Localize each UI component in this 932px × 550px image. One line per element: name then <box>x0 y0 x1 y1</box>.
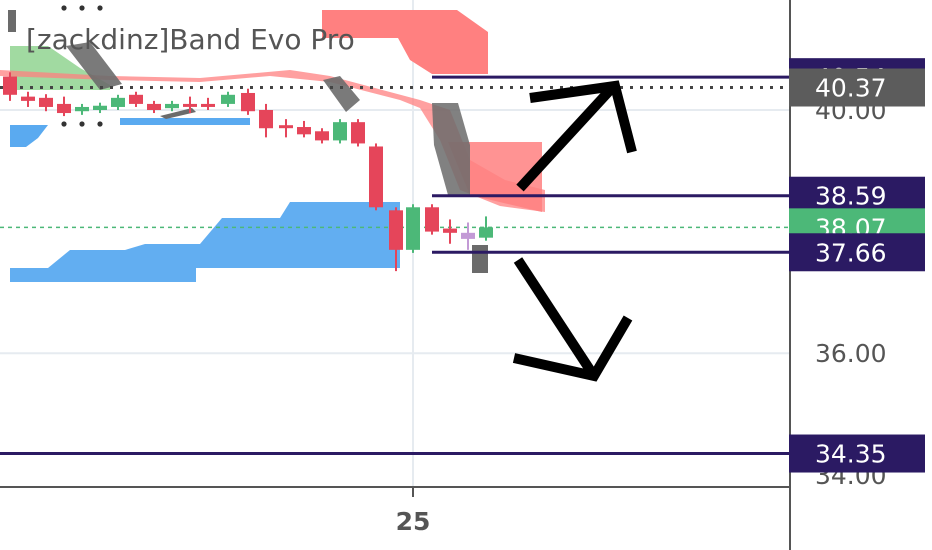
candle <box>406 204 420 253</box>
candle-body <box>165 103 179 109</box>
candle-body <box>129 94 143 104</box>
candle <box>425 204 439 235</box>
price-badge-box <box>789 68 925 107</box>
candle-body <box>111 97 125 107</box>
price-badge: 34.35 <box>789 434 925 473</box>
candle <box>443 219 457 244</box>
candle-body <box>333 122 347 141</box>
candle <box>93 102 107 114</box>
gray-marker <box>472 245 488 273</box>
marker-dot <box>97 121 103 127</box>
candle-body <box>259 110 273 129</box>
candle-body <box>351 122 365 144</box>
down-arrow-shaft <box>513 257 599 379</box>
up-arrow-shaft <box>516 84 616 192</box>
price-badge-label: 38.59 <box>815 182 887 211</box>
candle-body <box>369 146 383 208</box>
candle <box>129 91 143 107</box>
candle-body <box>241 92 255 112</box>
candle-body <box>3 76 17 95</box>
x-tick-label: 25 <box>396 507 431 536</box>
candle <box>259 103 273 138</box>
down-arrow-head <box>512 315 633 382</box>
candle <box>389 207 403 272</box>
price-badge: 40.37 <box>789 68 925 107</box>
candle-body <box>425 207 439 232</box>
candle-body <box>57 103 71 114</box>
candle <box>221 91 235 107</box>
candle-body <box>279 125 293 129</box>
candle-body <box>147 103 161 110</box>
candle <box>461 222 475 250</box>
candle <box>75 103 89 115</box>
gray-marker <box>323 76 360 112</box>
up-arrow-head <box>529 80 637 154</box>
candle-body <box>75 106 89 112</box>
candle <box>201 97 215 110</box>
drawn-arrows <box>512 80 637 382</box>
indicator-label[interactable]: [zackdinz]Band Evo Pro <box>26 23 355 56</box>
candle-body <box>297 127 311 135</box>
price-badge-box <box>789 233 925 272</box>
gray-marker <box>432 103 470 195</box>
candle-body <box>461 232 475 239</box>
candlestick-series <box>3 72 493 272</box>
price-badge-box <box>789 434 925 473</box>
candle <box>57 96 71 117</box>
candle-body <box>479 227 493 238</box>
marker-dot <box>61 121 67 127</box>
candle-body <box>406 207 420 250</box>
y-tick-label: 36.00 <box>815 339 887 368</box>
candle-body <box>443 228 457 233</box>
candle-body <box>389 210 403 250</box>
red-cloud-top <box>322 10 488 74</box>
candle <box>39 94 53 112</box>
price-badge: 37.66 <box>789 233 925 272</box>
candle-body <box>21 96 35 101</box>
candle <box>21 91 35 107</box>
candle-body <box>221 94 235 104</box>
price-badge-label: 34.35 <box>815 440 887 469</box>
candle <box>3 72 17 101</box>
gray-marker <box>66 42 122 90</box>
blue-cloud-band <box>10 125 48 147</box>
price-badge-label: 37.66 <box>815 238 887 267</box>
candle <box>279 119 293 138</box>
candle <box>241 88 255 115</box>
candle <box>333 119 347 144</box>
gray-marker <box>8 10 16 32</box>
price-level-lines <box>0 75 790 456</box>
candle <box>315 128 329 144</box>
price-badge-label: 40.37 <box>815 74 887 103</box>
candle <box>111 94 125 110</box>
candle <box>147 100 161 114</box>
candle-body <box>93 105 107 110</box>
candle-body <box>183 103 197 107</box>
candle-body <box>39 97 53 107</box>
marker-dot <box>79 121 85 127</box>
candle <box>297 120 311 138</box>
candle-body <box>201 103 215 107</box>
marker-dot <box>61 5 67 11</box>
blue-band-segment <box>120 118 250 125</box>
gray-marker <box>160 108 196 119</box>
marker-dot <box>79 5 85 11</box>
candle <box>369 143 383 211</box>
candle <box>479 216 493 241</box>
candle-body <box>315 131 329 141</box>
candle <box>183 96 197 114</box>
candle <box>351 119 365 147</box>
blue-cloud-band <box>10 202 400 282</box>
marker-dot <box>97 5 103 11</box>
candle <box>165 100 179 112</box>
